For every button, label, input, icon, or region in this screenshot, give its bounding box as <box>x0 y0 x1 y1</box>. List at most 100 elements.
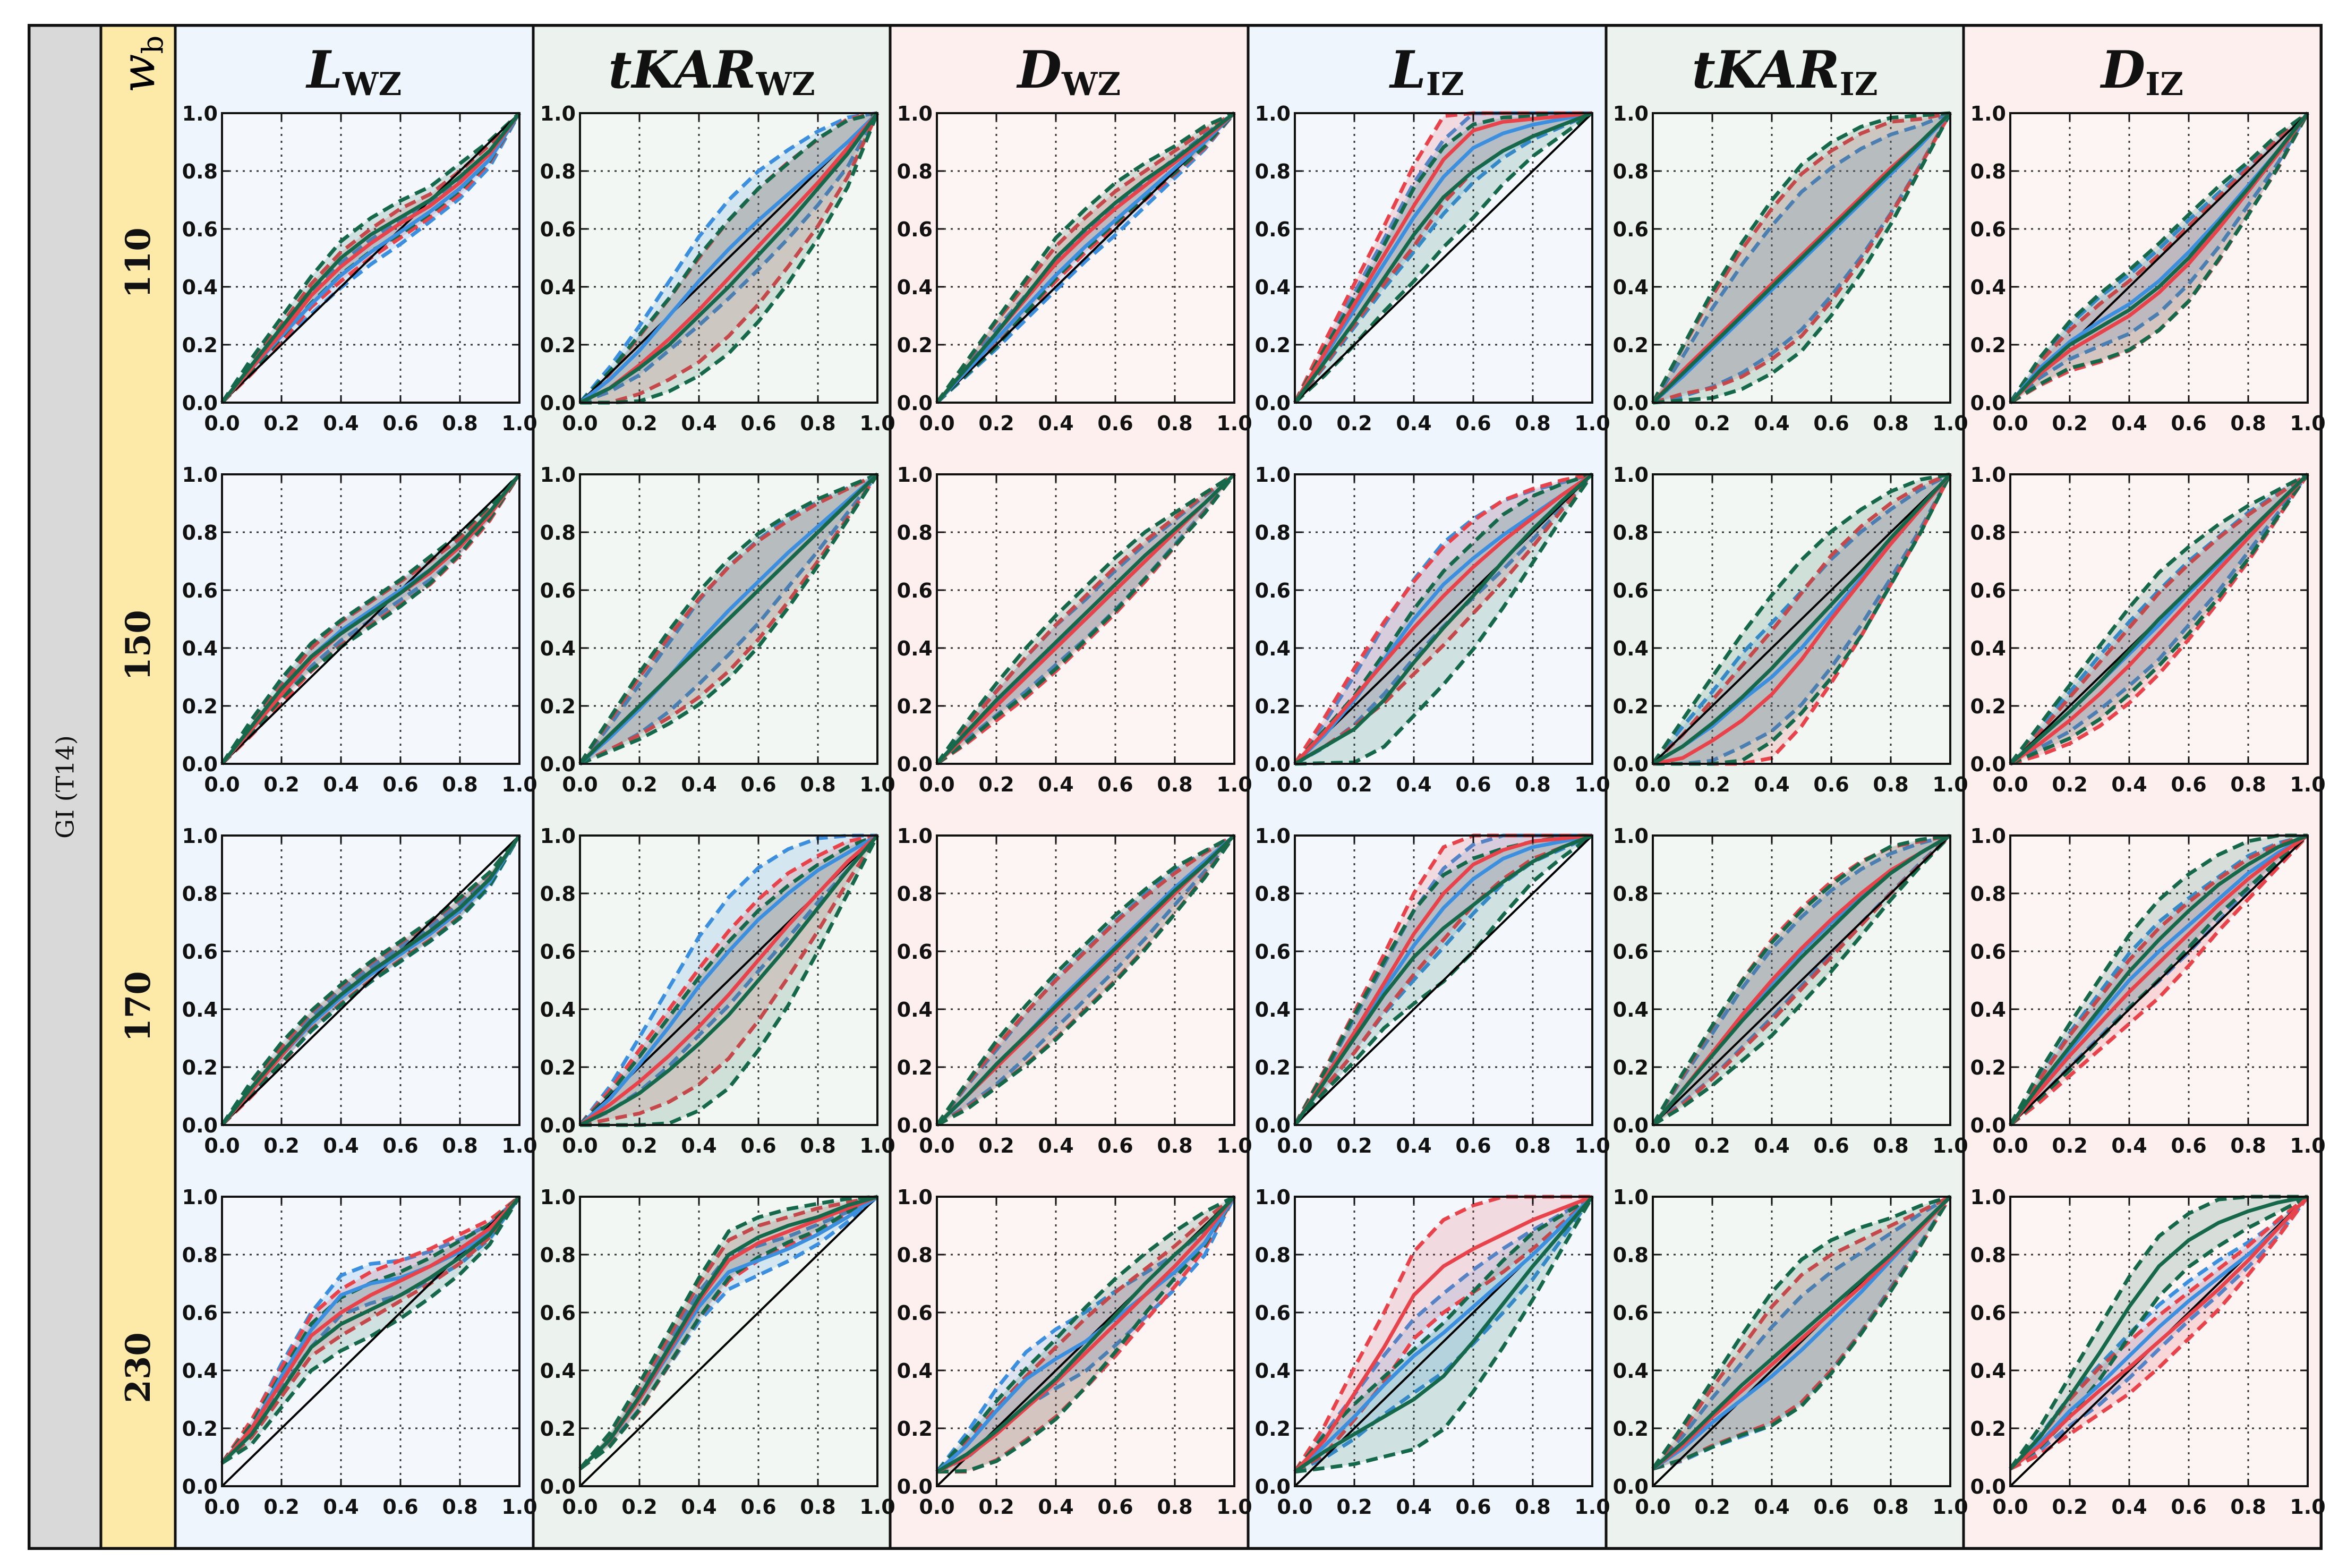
x-tick-label: 0.0 <box>1635 1495 1670 1519</box>
series-line-red <box>1293 1195 1593 1473</box>
y-tick-label: 0.6 <box>1970 579 2006 602</box>
group-strip <box>28 24 103 1550</box>
panel-r3-c3: 0.0 0.2 0.4 0.6 0.8 1.0 0.0 0.2 0.4 0.6 0.8 1.0 <box>897 824 1252 1157</box>
plot-frame <box>579 834 878 1126</box>
plot-frame <box>221 112 520 404</box>
bound-lower-blue <box>2009 112 2310 404</box>
y-tick-label: 0.8 <box>540 882 576 906</box>
y-tick-label: 0.8 <box>1255 521 1291 544</box>
y-tick-label: 1.0 <box>182 1186 218 1209</box>
y-tick-label: 0.6 <box>1613 218 1649 241</box>
bound-upper-green <box>578 1195 878 1470</box>
x-tick-label: 1.0 <box>501 1495 537 1519</box>
y-tick-label: 1.0 <box>1255 1186 1291 1209</box>
bound-lower-red <box>579 473 879 766</box>
reference-diagonal <box>221 834 520 1126</box>
series-line-red <box>220 1195 521 1464</box>
column-bg-6 <box>1962 24 2323 1550</box>
plot-frame <box>1652 112 1951 404</box>
y-tick-label: 0.6 <box>540 940 576 964</box>
y-tick-label: 0.0 <box>182 391 218 415</box>
x-tick-label: 0.4 <box>1038 1134 1073 1157</box>
panel-r4-c4: 0.0 0.2 0.4 0.6 0.8 1.0 0.0 0.2 0.4 0.6 0.8 1.0 <box>1255 1186 1610 1519</box>
x-tick-label: 0.4 <box>681 1134 716 1157</box>
y-tick-label: 0.6 <box>182 1301 218 1325</box>
panel-r1-c1: 0.0 0.2 0.4 0.6 0.8 1.0 0.0 0.2 0.4 0.6 0.8 1.0 <box>182 102 537 435</box>
x-tick-label: 0.6 <box>740 1495 776 1519</box>
panel-r3-c2: 0.0 0.2 0.4 0.6 0.8 1.0 0.0 0.2 0.4 0.6 0.8 1.0 <box>540 824 895 1157</box>
reference-diagonal <box>579 1196 878 1487</box>
x-tick-label: 0.2 <box>2052 1134 2087 1157</box>
x-tick-label: 1.0 <box>1216 1495 1252 1519</box>
y-tick-label: 0.2 <box>1255 1417 1291 1441</box>
bound-upper-green <box>1293 111 1593 404</box>
x-tick-label: 1.0 <box>2290 1495 2325 1519</box>
reference-diagonal <box>1652 834 1951 1126</box>
bound-lower-red <box>2009 834 2309 1127</box>
x-tick-label: 1.0 <box>859 773 895 796</box>
plot-frame <box>1294 473 1593 765</box>
x-tick-label: 0.2 <box>621 412 657 435</box>
y-tick-label: 0.4 <box>182 1359 218 1383</box>
y-tick-label: 0.0 <box>1613 391 1649 415</box>
y-tick-label: 0.6 <box>182 579 218 602</box>
y-tick-label: 0.6 <box>897 579 933 602</box>
x-tick-label: 0.6 <box>2171 773 2206 796</box>
bound-lower-red <box>1653 473 1952 766</box>
series-line-green <box>1294 473 1594 766</box>
x-tick-label: 0.6 <box>2171 1134 2206 1157</box>
series-line-red <box>2009 473 2309 765</box>
y-tick-label: 0.8 <box>1613 1243 1649 1267</box>
x-tick-label: 0.8 <box>1515 1495 1550 1519</box>
plot-frame <box>579 112 878 404</box>
x-tick-label: 0.4 <box>2111 412 2147 435</box>
x-tick-label: 0.6 <box>1813 1134 1849 1157</box>
row-label-170: 170 <box>118 971 158 1042</box>
bound-upper-red <box>578 472 878 765</box>
y-tick-label: 0.4 <box>182 276 218 299</box>
series-line-green <box>1293 111 1593 404</box>
bound-lower-green <box>1653 473 1952 766</box>
x-tick-label: 1.0 <box>2290 1134 2325 1157</box>
y-tick-label: 0.0 <box>1255 1114 1291 1137</box>
y-tick-label: 0.0 <box>182 1475 218 1498</box>
bound-lower-green <box>936 834 1236 1127</box>
reference-diagonal <box>2009 834 2309 1126</box>
panel-r3-c1: 0.0 0.2 0.4 0.6 0.8 1.0 0.0 0.2 0.4 0.6 0.8 1.0 <box>182 824 537 1157</box>
bound-upper-green <box>2009 112 2309 404</box>
y-tick-label: 1.0 <box>1255 824 1291 848</box>
band-green <box>937 1197 1234 1472</box>
x-tick-label: 0.4 <box>681 773 716 796</box>
x-tick-label: 0.6 <box>1097 412 1133 435</box>
series-line-blue <box>1293 111 1593 404</box>
series-line-green <box>1652 473 1952 766</box>
y-tick-label: 0.2 <box>540 695 576 718</box>
x-tick-label: 0.0 <box>1992 1495 2028 1519</box>
bound-lower-red <box>1294 1195 1594 1473</box>
reference-diagonal <box>221 112 520 404</box>
y-tick-label: 1.0 <box>1255 102 1291 125</box>
bound-upper-red <box>2009 112 2309 404</box>
y-tick-label: 0.2 <box>897 1056 933 1079</box>
y-tick-label: 1.0 <box>897 463 933 487</box>
y-tick-label: 0.4 <box>897 998 933 1021</box>
series-line-green <box>579 834 879 1127</box>
y-tick-label: 0.6 <box>1255 218 1291 241</box>
y-tick-label: 1.0 <box>897 102 933 125</box>
y-tick-label: 0.4 <box>182 998 218 1021</box>
plot-frame <box>221 1196 520 1487</box>
y-tick-label: 0.6 <box>897 1301 933 1325</box>
x-tick-label: 0.8 <box>2230 412 2266 435</box>
y-tick-label: 0.0 <box>182 1114 218 1137</box>
x-tick-label: 1.0 <box>2290 412 2325 435</box>
bound-lower-blue <box>579 112 880 405</box>
plot-frame <box>1294 834 1593 1126</box>
y-tick-label: 1.0 <box>540 102 576 125</box>
y-tick-label: 0.2 <box>897 334 933 357</box>
series-line-red <box>2009 834 2309 1127</box>
plot-frame <box>936 1196 1235 1487</box>
panel-r4-c2: 0.0 0.2 0.4 0.6 0.8 1.0 0.0 0.2 0.4 0.6 0.8 1.0 <box>540 1186 895 1519</box>
x-tick-label: 0.0 <box>1277 412 1312 435</box>
series-line-green <box>2009 112 2309 404</box>
y-tick-label: 0.2 <box>897 1417 933 1441</box>
